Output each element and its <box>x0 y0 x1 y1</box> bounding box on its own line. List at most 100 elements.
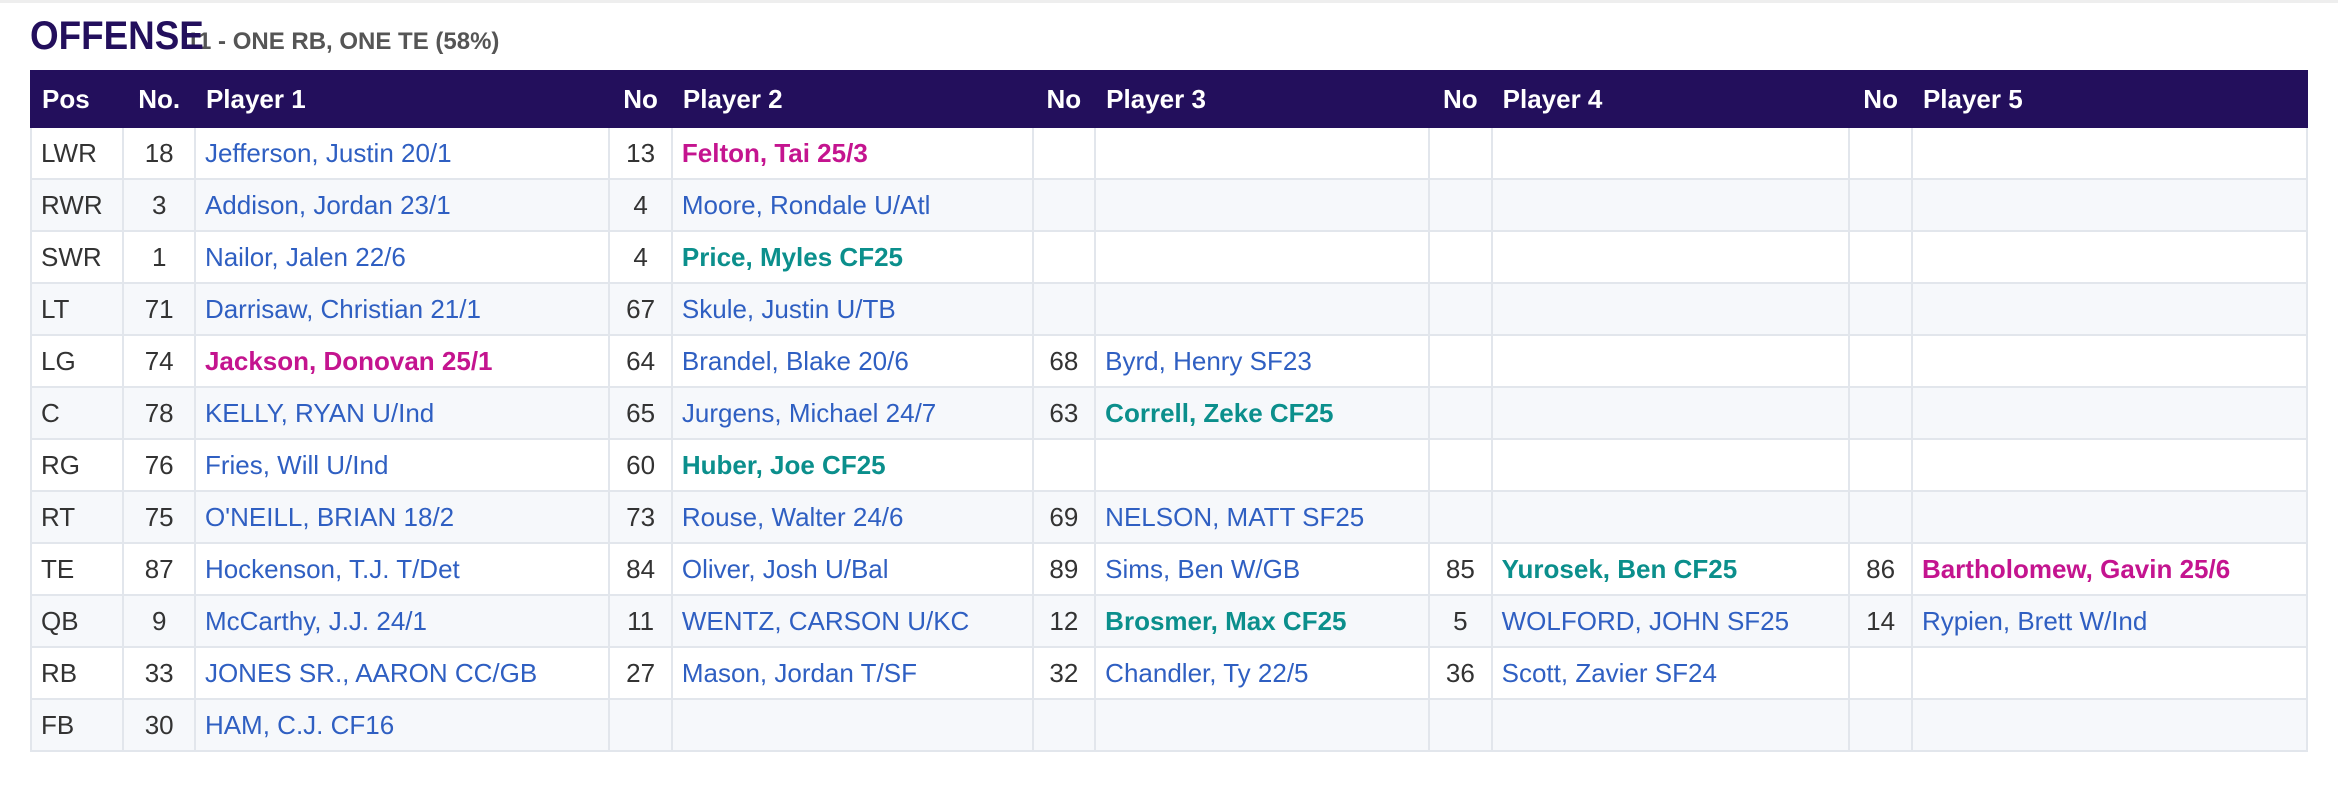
jersey-number-cell <box>1848 282 1913 336</box>
jersey-number-cell: 87 <box>122 542 196 596</box>
position-cell: RB <box>29 646 125 700</box>
player-cell: Rypien, Brett W/Ind <box>1910 594 2309 648</box>
player-link[interactable]: Chandler, Ty 22/5 <box>1105 657 1309 688</box>
player-link[interactable]: JONES SR., AARON CC/GB <box>204 657 538 688</box>
position-cell: RT <box>29 490 125 544</box>
player-cell <box>1490 126 1851 180</box>
position-cell: C <box>29 386 125 440</box>
player-link[interactable]: WOLFORD, JOHN SF25 <box>1501 605 1790 636</box>
player-cell: Bartholomew, Gavin 25/6 <box>1910 542 2309 596</box>
col-header-player-2: Player 2 <box>670 70 1034 128</box>
player-link[interactable]: Mason, Jordan T/SF <box>681 657 917 688</box>
player-link[interactable]: Skule, Justin U/TB <box>681 293 896 324</box>
jersey-number-cell <box>1428 438 1493 492</box>
player-link[interactable]: Scott, Zavier SF24 <box>1501 657 1717 688</box>
player-link[interactable]: Correll, Zeke CF25 <box>1105 397 1334 428</box>
player-link[interactable]: Sims, Ben W/GB <box>1105 553 1301 584</box>
player-cell: Oliver, Josh U/Bal <box>670 542 1034 596</box>
table-row: SWR 1 Nailor, Jalen 22/6 4 Price, Myles CF25 <box>29 230 2309 284</box>
player-link[interactable]: Byrd, Henry SF23 <box>1105 345 1312 376</box>
jersey-number-cell: 67 <box>608 282 673 336</box>
player-cell <box>1910 438 2309 492</box>
player-cell <box>1490 282 1851 336</box>
player-link[interactable]: Bartholomew, Gavin 25/6 <box>1921 553 2231 584</box>
col-header-pos: Pos <box>29 70 125 128</box>
player-link[interactable]: Price, Myles CF25 <box>681 241 904 272</box>
player-cell: Nailor, Jalen 22/6 <box>193 230 611 284</box>
col-header-player-1: Player 1 <box>193 70 611 128</box>
player-link[interactable]: HAM, C.J. CF16 <box>204 709 395 740</box>
player-link[interactable]: Moore, Rondale U/Atl <box>681 189 931 220</box>
jersey-number-cell <box>1428 230 1493 284</box>
player-cell: McCarthy, J.J. 24/1 <box>193 594 611 648</box>
player-cell: Felton, Tai 25/3 <box>670 126 1034 180</box>
jersey-number-cell: 3 <box>122 178 196 232</box>
table-row: RG 76 Fries, Will U/Ind 60 Huber, Joe CF25 <box>29 438 2309 492</box>
position-cell: TE <box>29 542 125 596</box>
player-link[interactable]: Yurosek, Ben CF25 <box>1501 553 1738 584</box>
jersey-number-cell: 9 <box>122 594 196 648</box>
jersey-number-cell: 68 <box>1031 334 1097 388</box>
player-link[interactable]: Rypien, Brett W/Ind <box>1921 605 2148 636</box>
player-cell: Jackson, Donovan 25/1 <box>193 334 611 388</box>
player-cell: O'NEILL, BRIAN 18/2 <box>193 490 611 544</box>
player-link[interactable]: Jackson, Donovan 25/1 <box>204 345 493 376</box>
jersey-number-cell <box>608 698 673 752</box>
player-link[interactable]: Darrisaw, Christian 21/1 <box>204 293 481 324</box>
player-link[interactable]: Felton, Tai 25/3 <box>681 137 868 168</box>
position-cell: FB <box>29 698 125 752</box>
player-cell: Moore, Rondale U/Atl <box>670 178 1034 232</box>
player-link[interactable]: O'NEILL, BRIAN 18/2 <box>204 501 455 532</box>
jersey-number-cell <box>1428 334 1493 388</box>
table-row: RB 33 JONES SR., AARON CC/GB 27 Mason, Jorda… <box>29 646 2309 700</box>
player-cell <box>1910 386 2309 440</box>
player-cell <box>1490 386 1851 440</box>
player-link[interactable]: Brosmer, Max CF25 <box>1105 605 1347 636</box>
table-header: Pos No. Player 1 No Player 2 No Player 3… <box>29 70 2309 128</box>
col-header-no-2: No <box>608 70 673 128</box>
jersey-number-cell: 14 <box>1848 594 1913 648</box>
player-cell <box>1490 230 1851 284</box>
player-link[interactable]: Huber, Joe CF25 <box>681 449 886 480</box>
player-cell <box>1094 282 1431 336</box>
player-cell: Rouse, Walter 24/6 <box>670 490 1034 544</box>
jersey-number-cell: 84 <box>608 542 673 596</box>
col-header-no-3: No <box>1031 70 1097 128</box>
jersey-number-cell <box>1428 698 1493 752</box>
jersey-number-cell: 32 <box>1031 646 1097 700</box>
jersey-number-cell <box>1848 230 1913 284</box>
header-row: Pos No. Player 1 No Player 2 No Player 3… <box>29 70 2309 128</box>
section-header: OFFENSE 11 - ONE RB, ONE TE (58%) <box>30 14 499 68</box>
player-cell <box>1094 178 1431 232</box>
player-cell <box>1490 490 1851 544</box>
col-header-player-4: Player 4 <box>1490 70 1851 128</box>
player-link[interactable]: Brandel, Blake 20/6 <box>681 345 909 376</box>
player-cell <box>1910 334 2309 388</box>
jersey-number-cell: 63 <box>1031 386 1097 440</box>
player-link[interactable]: Rouse, Walter 24/6 <box>681 501 904 532</box>
player-link[interactable]: KELLY, RYAN U/Ind <box>204 397 435 428</box>
player-link[interactable]: Nailor, Jalen 22/6 <box>204 241 406 272</box>
player-link[interactable]: WENTZ, CARSON U/KC <box>681 605 970 636</box>
jersey-number-cell: 85 <box>1428 542 1493 596</box>
player-link[interactable]: Hockenson, T.J. T/Det <box>204 553 460 584</box>
position-cell: RWR <box>29 178 125 232</box>
table-row: RT 75 O'NEILL, BRIAN 18/2 73 Rouse, Walter 2… <box>29 490 2309 544</box>
jersey-number-cell <box>1848 490 1913 544</box>
player-cell: HAM, C.J. CF16 <box>193 698 611 752</box>
jersey-number-cell <box>1428 126 1493 180</box>
jersey-number-cell: 36 <box>1428 646 1493 700</box>
player-cell: Brandel, Blake 20/6 <box>670 334 1034 388</box>
player-link[interactable]: NELSON, MATT SF25 <box>1105 501 1365 532</box>
player-cell: Mason, Jordan T/SF <box>670 646 1034 700</box>
player-link[interactable]: McCarthy, J.J. 24/1 <box>204 605 427 636</box>
player-link[interactable]: Fries, Will U/Ind <box>204 449 389 480</box>
player-cell <box>670 698 1034 752</box>
player-link[interactable]: Oliver, Josh U/Bal <box>681 553 889 584</box>
player-link[interactable]: Jurgens, Michael 24/7 <box>681 397 937 428</box>
player-link[interactable]: Jefferson, Justin 20/1 <box>204 137 452 168</box>
jersey-number-cell: 75 <box>122 490 196 544</box>
jersey-number-cell <box>1031 438 1097 492</box>
player-link[interactable]: Addison, Jordan 23/1 <box>204 189 451 220</box>
player-cell <box>1490 334 1851 388</box>
